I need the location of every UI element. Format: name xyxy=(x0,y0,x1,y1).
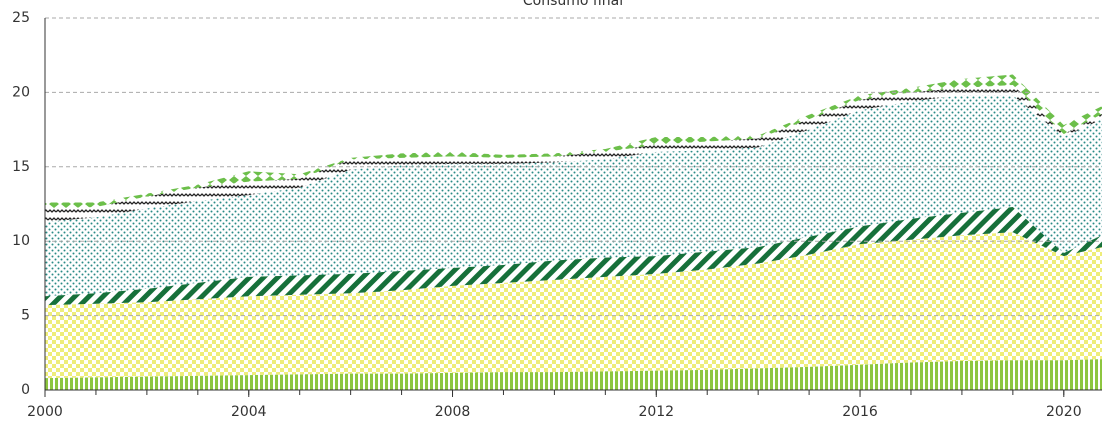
area-series xyxy=(45,359,1102,390)
x-tick-label: 2016 xyxy=(842,404,878,420)
plot-area xyxy=(45,74,1102,390)
y-tick-label: 25 xyxy=(12,10,30,26)
area-series xyxy=(45,206,1102,306)
x-tick-label: 2000 xyxy=(27,404,63,420)
x-tick-label: 2008 xyxy=(435,404,471,420)
y-tick-label: 15 xyxy=(12,159,30,175)
x-tick-label: 2004 xyxy=(231,404,267,420)
y-tick-label: 20 xyxy=(12,84,30,100)
y-tick-label: 5 xyxy=(21,308,30,324)
y-tick-label: 10 xyxy=(12,233,30,249)
chart-title: Consumo final xyxy=(523,0,623,9)
area-series xyxy=(45,74,1102,209)
x-tick-label: 2012 xyxy=(638,404,674,420)
x-tick-label: 2020 xyxy=(1046,404,1082,420)
area-series xyxy=(45,232,1102,379)
area-series xyxy=(45,95,1102,297)
y-tick-label: 0 xyxy=(21,382,30,398)
